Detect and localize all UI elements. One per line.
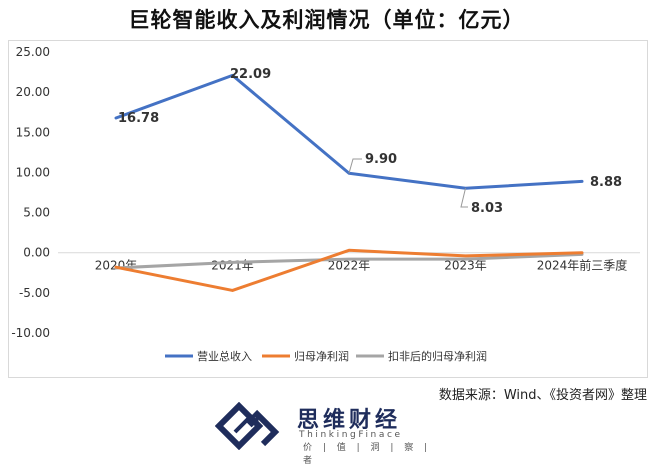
brand-name: 思维财经: [297, 408, 402, 433]
y-tick-label: 0.00: [23, 246, 50, 260]
y-tick-label: 10.00: [16, 165, 50, 179]
legend-label: 归母净利润: [294, 349, 349, 363]
series-line: [114, 252, 584, 270]
source-note: 数据来源：Wind、《投资者网》整理: [438, 388, 647, 403]
brand-slogan: 价 | 值 | 洞 | 察 | 者: [303, 443, 432, 466]
y-tick-label: -10.00: [11, 326, 50, 340]
data-label: 9.90: [365, 152, 397, 167]
legend-label: 营业总收入: [197, 349, 252, 363]
y-tick-label: 5.00: [23, 206, 50, 220]
x-tick-label: 2023年: [444, 259, 487, 273]
x-tick-label: 2024年前三季度: [537, 258, 628, 273]
y-tick-label: -5.00: [19, 286, 50, 300]
x-tick-label: 2022年: [328, 259, 371, 273]
y-tick-label: 25.00: [16, 45, 50, 59]
line-chart: 25.00 20.00 15.00 10.00 5.00 0.00 -5.00 -10.00 2…: [11, 45, 640, 363]
y-tick-label: 20.00: [16, 85, 50, 99]
data-label: 22.09: [230, 67, 271, 82]
chart-title: 巨轮智能收入及利润情况（单位：亿元）: [128, 8, 525, 32]
legend-label: 扣非后的归母净利润: [388, 349, 487, 363]
brand-logo-icon: [215, 402, 280, 450]
data-label-leader: [460, 188, 468, 208]
brand-block: 思维财经 ThinkingFinace 价 | 值 | 洞 | 察 | 者: [215, 400, 445, 466]
y-tick-label: 15.00: [16, 125, 50, 139]
brand-english-name: ThinkingFinace: [299, 430, 403, 440]
data-label: 8.88: [590, 175, 622, 190]
data-label: 16.78: [118, 111, 159, 126]
data-label-leader: [348, 158, 362, 174]
plot-area-frame: [8, 40, 648, 378]
series-line: [114, 248, 584, 292]
data-label: 8.03: [471, 201, 503, 216]
series-line: [114, 73, 584, 190]
